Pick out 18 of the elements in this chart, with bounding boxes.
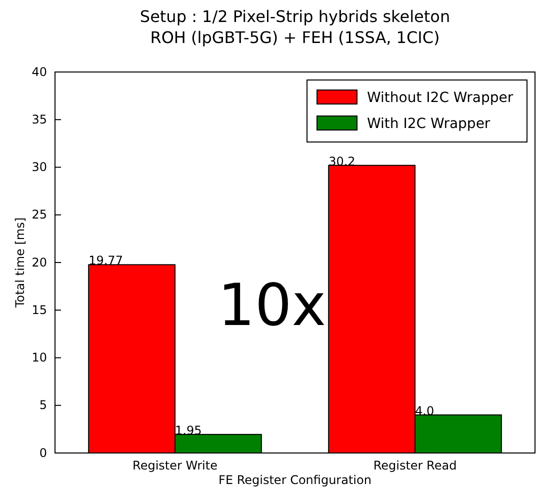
legend-label: With I2C Wrapper: [367, 116, 490, 132]
x-axis-title: FE Register Configuration: [218, 473, 372, 487]
annotation: 10x: [218, 271, 326, 339]
y-tick-label: 40: [32, 64, 47, 79]
y-tick-label: 5: [39, 398, 47, 412]
y-tick-label: 30: [32, 160, 47, 174]
y-tick-label: 35: [32, 112, 47, 126]
x-tick-label: Register Write: [132, 458, 218, 473]
y-tick-label: 25: [32, 208, 47, 222]
y-tick-label: 20: [32, 255, 47, 270]
x-tick-label: Register Read: [373, 458, 457, 473]
y-tick-label: 10: [32, 350, 47, 365]
y-tick-label: 0: [39, 446, 47, 460]
chart-title: Setup : 1/2 Pixel-Strip hybrids skeleton ROH (lpGBT-5G) + FEH (1SSA, 1CIC): [140, 7, 450, 47]
y-axis-title: Total time [ms]: [13, 217, 27, 309]
legend-label: Without I2C Wrapper: [367, 90, 514, 106]
y-tick-label: 15: [32, 302, 47, 317]
data-label: 19.77: [88, 254, 123, 268]
